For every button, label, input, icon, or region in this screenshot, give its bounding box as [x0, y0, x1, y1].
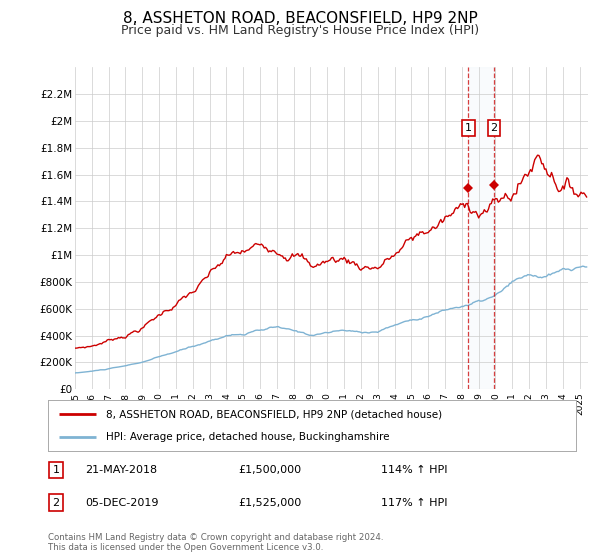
Text: £1,525,000: £1,525,000 [238, 497, 301, 507]
Text: HPI: Average price, detached house, Buckinghamshire: HPI: Average price, detached house, Buck… [106, 432, 389, 442]
Text: This data is licensed under the Open Government Licence v3.0.: This data is licensed under the Open Gov… [48, 543, 323, 552]
Text: 2: 2 [52, 497, 59, 507]
Text: 2: 2 [491, 123, 498, 133]
Text: 8, ASSHETON ROAD, BEACONSFIELD, HP9 2NP (detached house): 8, ASSHETON ROAD, BEACONSFIELD, HP9 2NP … [106, 409, 442, 419]
Text: 1: 1 [465, 123, 472, 133]
Bar [468, 67, 494, 389]
Text: 117% ↑ HPI: 117% ↑ HPI [380, 497, 447, 507]
Text: 21-MAY-2018: 21-MAY-2018 [85, 465, 157, 475]
Text: £1,500,000: £1,500,000 [238, 465, 301, 475]
Text: 1: 1 [52, 465, 59, 475]
Text: Contains HM Land Registry data © Crown copyright and database right 2024.: Contains HM Land Registry data © Crown c… [48, 533, 383, 542]
Text: Price paid vs. HM Land Registry's House Price Index (HPI): Price paid vs. HM Land Registry's House … [121, 24, 479, 36]
Text: 05-DEC-2019: 05-DEC-2019 [85, 497, 158, 507]
Text: 114% ↑ HPI: 114% ↑ HPI [380, 465, 447, 475]
Text: 8, ASSHETON ROAD, BEACONSFIELD, HP9 2NP: 8, ASSHETON ROAD, BEACONSFIELD, HP9 2NP [122, 11, 478, 26]
